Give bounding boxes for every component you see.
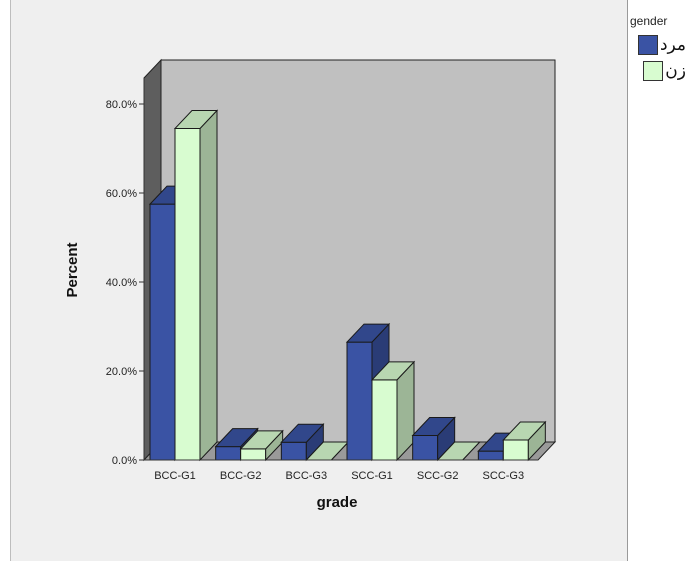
- bar-side: [199, 109, 218, 462]
- bar-front: [502, 439, 529, 461]
- bar-front: [240, 448, 267, 461]
- bar-top: [502, 421, 547, 441]
- bars: [148, 109, 547, 462]
- bar-top: [214, 428, 259, 448]
- x-tick-label: SCC-G1: [351, 470, 393, 482]
- bar-top: [345, 323, 391, 343]
- y-tick-label: 20.0%: [106, 366, 137, 378]
- bar-top: [173, 109, 219, 129]
- bar-front: [477, 450, 504, 461]
- legend-title: gender: [630, 14, 668, 28]
- x-axis-label: grade: [317, 494, 358, 511]
- bar-front: [412, 435, 439, 461]
- bar: [173, 109, 219, 462]
- x-tick-label: SCC-G2: [417, 470, 459, 482]
- x-tick-label: BCC-G2: [220, 470, 262, 482]
- y-axis: 0.0% 20.0% 40.0% 60.0% 80.0%: [106, 78, 145, 467]
- x-tick-label: BCC-G3: [286, 470, 328, 482]
- y-tick-label: 40.0%: [106, 277, 137, 289]
- bar: [411, 416, 456, 462]
- bar: [502, 420, 547, 462]
- bar-front: [174, 127, 201, 461]
- legend-item: زن: [630, 58, 686, 84]
- bar-front: [280, 441, 307, 461]
- y-axis-label: Percent: [64, 242, 81, 297]
- bar-top: [239, 430, 284, 450]
- y-tick-label: 80.0%: [106, 99, 137, 111]
- legend-label: زن: [665, 61, 686, 81]
- bar-front: [346, 341, 373, 461]
- x-tick-label: SCC-G3: [483, 470, 525, 482]
- y-tick-label: 0.0%: [112, 455, 137, 467]
- legend-swatch: [637, 35, 658, 55]
- bar: [280, 422, 325, 462]
- bar-top: [370, 361, 416, 381]
- x-tick-label: BCC-G1: [154, 470, 196, 482]
- legend: gender مرد زن: [630, 14, 686, 84]
- legend-item: مرد: [630, 32, 686, 58]
- bar-front: [371, 379, 398, 461]
- bar-front: [149, 203, 176, 461]
- y-tick-label: 60.0%: [106, 188, 137, 200]
- bar: [370, 360, 416, 462]
- bar-front: [215, 446, 242, 461]
- bar: [239, 429, 284, 462]
- legend-swatch: [643, 61, 664, 81]
- bar-top: [280, 423, 325, 443]
- x-axis: BCC-G1 BCC-G2 BCC-G3 SCC-G1 SCC-G2 SCC-G3: [144, 459, 538, 482]
- legend-label: مرد: [659, 35, 686, 55]
- bar-top: [411, 417, 456, 437]
